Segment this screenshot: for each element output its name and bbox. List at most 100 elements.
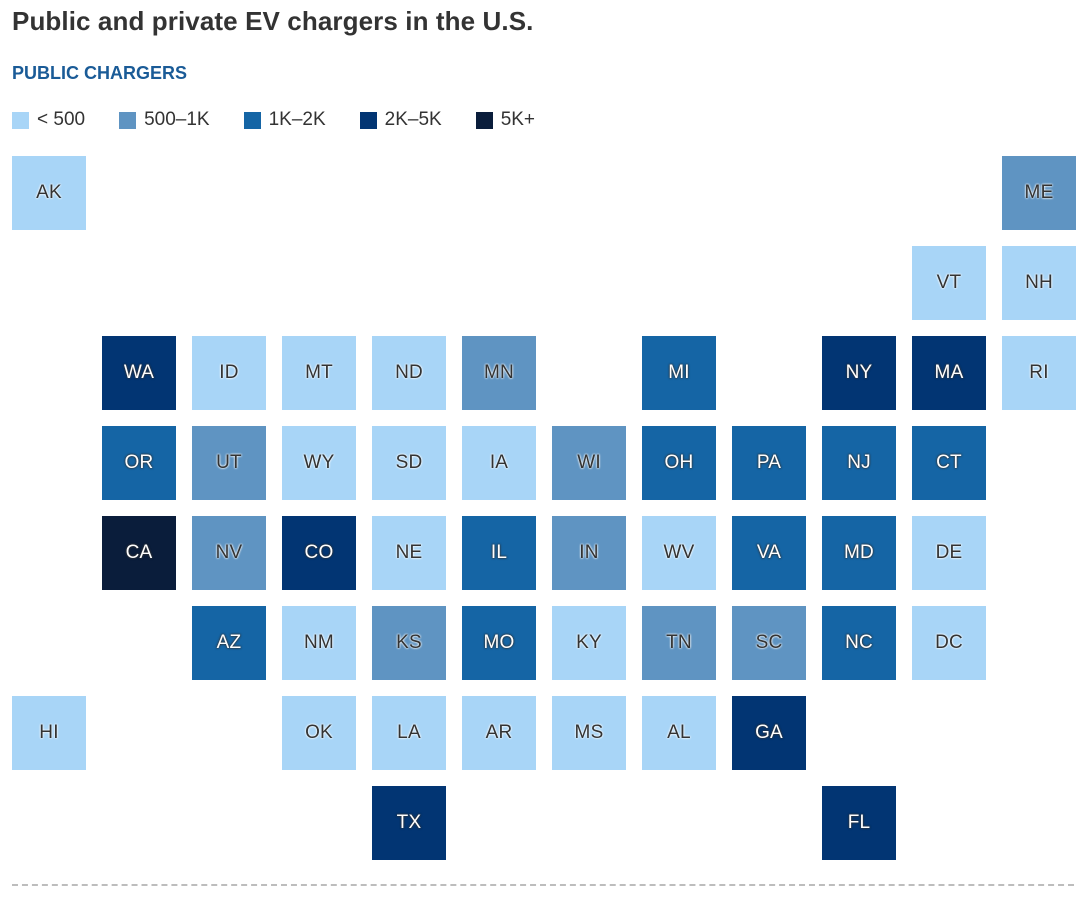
state-tile-id: ID (192, 336, 266, 410)
state-label: NC (845, 632, 873, 653)
state-tile-ca: CA (102, 516, 176, 590)
state-label: MS (574, 722, 604, 743)
state-tile-oh: OH (642, 426, 716, 500)
legend-label: 5K+ (500, 109, 536, 130)
state-tile-nv: NV (192, 516, 266, 590)
state-label: TN (666, 632, 692, 653)
state-tile-fl: FL (822, 786, 896, 860)
state-label: OK (305, 722, 333, 743)
legend-label: 2K–5K (384, 109, 442, 130)
state-tile-ak: AK (12, 156, 86, 230)
state-tile-vt: VT (912, 246, 986, 320)
state-label: AR (485, 722, 513, 743)
legend-item-lt500: < 500 (12, 109, 85, 131)
state-tile-mt: MT (282, 336, 356, 410)
state-label: OR (124, 452, 154, 473)
state-label: GA (755, 722, 783, 743)
state-label: VA (756, 542, 782, 563)
legend-item-1k-2k: 1K–2K (243, 109, 326, 131)
state-label: VT (936, 272, 962, 293)
state-tile-nc: NC (822, 606, 896, 680)
state-tile-ny: NY (822, 336, 896, 410)
state-label: SD (395, 452, 423, 473)
chart-subtitle: PUBLIC CHARGERS (12, 63, 188, 83)
state-label: FL (847, 812, 871, 833)
state-label: CO (304, 542, 334, 563)
state-tile-nd: ND (372, 336, 446, 410)
state-tile-ga: GA (732, 696, 806, 770)
state-label: DE (935, 542, 963, 563)
legend-swatch (475, 111, 493, 129)
state-label: HI (39, 722, 59, 743)
legend-label: 1K–2K (268, 109, 326, 130)
state-tile-ok: OK (282, 696, 356, 770)
state-tile-sd: SD (372, 426, 446, 500)
legend-swatch (359, 111, 377, 129)
state-label: MT (305, 362, 333, 383)
state-tile-ks: KS (372, 606, 446, 680)
state-tile-la: LA (372, 696, 446, 770)
state-tile-va: VA (732, 516, 806, 590)
state-label: CA (125, 542, 153, 563)
state-label: IN (579, 542, 599, 563)
state-label: WI (577, 452, 601, 473)
state-tile-wy: WY (282, 426, 356, 500)
legend-item-5k+: 5K+ (475, 109, 536, 131)
state-label: RI (1029, 362, 1049, 383)
state-tile-nj: NJ (822, 426, 896, 500)
state-tile-az: AZ (192, 606, 266, 680)
legend: < 500 500–1K 1K–2K 2K–5K 5K+ (12, 109, 569, 131)
state-tile-il: IL (462, 516, 536, 590)
state-label: NJ (847, 452, 871, 473)
state-tile-nm: NM (282, 606, 356, 680)
state-tile-ma: MA (912, 336, 986, 410)
state-label: NM (304, 632, 334, 653)
state-label: MI (668, 362, 690, 383)
state-tile-de: DE (912, 516, 986, 590)
state-tile-me: ME (1002, 156, 1076, 230)
state-label: WV (663, 542, 695, 563)
state-label: ID (219, 362, 239, 383)
state-label: AL (667, 722, 691, 743)
state-tile-ne: NE (372, 516, 446, 590)
legend-swatch (243, 111, 261, 129)
state-label: TX (396, 812, 422, 833)
state-label: NE (395, 542, 423, 563)
state-tile-hi: HI (12, 696, 86, 770)
state-label: IL (490, 542, 508, 563)
state-label: MD (844, 542, 874, 563)
state-tile-ms: MS (552, 696, 626, 770)
state-tile-dc: DC (912, 606, 986, 680)
state-tile-md: MD (822, 516, 896, 590)
state-label: NH (1025, 272, 1053, 293)
state-label: MA (934, 362, 964, 383)
state-label: WY (303, 452, 335, 473)
state-label: DC (935, 632, 963, 653)
state-label: LA (397, 722, 421, 743)
state-tile-sc: SC (732, 606, 806, 680)
state-label: AZ (216, 632, 242, 653)
state-label: NV (215, 542, 243, 563)
legend-item-2k-5k: 2K–5K (359, 109, 442, 131)
state-tile-wv: WV (642, 516, 716, 590)
dashed-divider (12, 884, 1074, 886)
state-tile-ia: IA (462, 426, 536, 500)
legend-item-500-1k: 500–1K (119, 109, 210, 131)
legend-swatch (12, 111, 29, 129)
state-tile-tx: TX (372, 786, 446, 860)
state-label: KS (396, 632, 422, 653)
legend-swatch (119, 111, 137, 129)
state-label: AK (36, 182, 62, 203)
state-label: UT (216, 452, 242, 473)
state-label: MN (484, 362, 514, 383)
state-label: MO (483, 632, 515, 653)
state-tile-mi: MI (642, 336, 716, 410)
state-tile-mn: MN (462, 336, 536, 410)
state-label: PA (756, 452, 782, 473)
state-tile-mo: MO (462, 606, 536, 680)
state-label: OH (664, 452, 694, 473)
state-label: NY (845, 362, 873, 383)
state-tile-ut: UT (192, 426, 266, 500)
state-label: CT (936, 452, 962, 473)
state-label: ND (395, 362, 423, 383)
